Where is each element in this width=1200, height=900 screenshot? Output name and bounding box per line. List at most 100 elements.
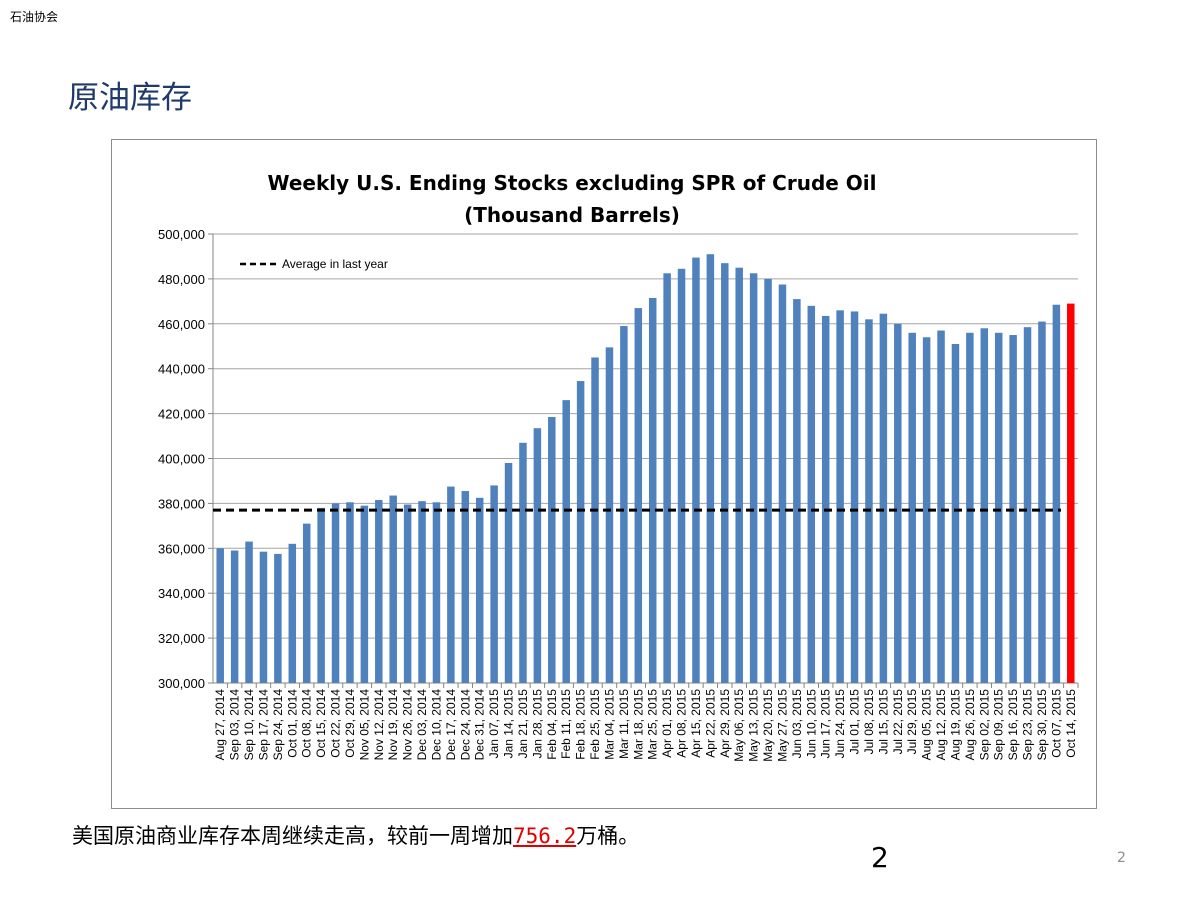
x-tick-label: Sep 03, 2014 bbox=[228, 689, 242, 761]
bar bbox=[562, 400, 570, 683]
x-tick-label: Jul 08, 2015 bbox=[862, 689, 876, 755]
bar-latest bbox=[1067, 303, 1075, 683]
y-tick-label: 480,000 bbox=[158, 272, 205, 287]
x-tick-label: Nov 19, 2014 bbox=[386, 689, 400, 761]
x-tick-label: Apr 22, 2015 bbox=[703, 689, 717, 758]
x-tick-label: Oct 29, 2014 bbox=[343, 689, 357, 758]
x-tick-label: Oct 07, 2015 bbox=[1049, 689, 1063, 758]
legend-average-label: Average in last year bbox=[282, 257, 388, 271]
slide-number-small: 2 bbox=[1117, 850, 1126, 866]
bar bbox=[706, 254, 715, 683]
x-tick-label: Jan 28, 2015 bbox=[530, 689, 544, 759]
y-tick-label: 420,000 bbox=[158, 407, 205, 422]
bar bbox=[922, 337, 931, 683]
x-tick-label: Nov 05, 2014 bbox=[357, 689, 371, 761]
x-tick-label: Jun 03, 2015 bbox=[790, 689, 804, 759]
y-tick-label: 360,000 bbox=[158, 541, 205, 556]
x-tick-label: Feb 18, 2015 bbox=[574, 689, 588, 760]
x-tick-label: Sep 30, 2015 bbox=[1035, 689, 1049, 761]
bar bbox=[432, 502, 441, 683]
slide-number-large: 2 bbox=[871, 841, 889, 874]
x-tick-label: Apr 08, 2015 bbox=[675, 689, 689, 758]
x-tick-label: Dec 03, 2014 bbox=[415, 689, 429, 761]
x-tick-label: Oct 15, 2014 bbox=[314, 689, 328, 758]
bar bbox=[764, 278, 772, 683]
x-tick-label: Sep 16, 2015 bbox=[1006, 689, 1020, 761]
bar bbox=[821, 315, 830, 683]
stocks-bar-chart: Weekly U.S. Ending Stocks excluding SPR … bbox=[158, 171, 1079, 762]
bar bbox=[360, 505, 369, 683]
chart-subtitle: (Thousand Barrels) bbox=[464, 203, 680, 227]
y-tick-label: 500,000 bbox=[158, 227, 205, 242]
x-tick-label: Jun 17, 2015 bbox=[819, 689, 833, 759]
y-tick-label: 380,000 bbox=[158, 496, 205, 511]
bar bbox=[648, 297, 657, 683]
y-tick-label: 440,000 bbox=[158, 362, 205, 377]
caption-text: 美国原油商业库存本周继续走高，较前一周增加 bbox=[72, 824, 513, 848]
bar bbox=[778, 284, 787, 683]
bar bbox=[317, 507, 325, 683]
bar bbox=[879, 313, 888, 683]
bar bbox=[836, 310, 844, 683]
x-tick-label: Dec 10, 2014 bbox=[429, 689, 443, 761]
x-tick-label: Apr 29, 2015 bbox=[718, 689, 732, 758]
x-tick-label: Aug 26, 2015 bbox=[963, 689, 977, 761]
x-tick-label: Mar 11, 2015 bbox=[617, 689, 631, 759]
x-tick-label: Jun 24, 2015 bbox=[833, 689, 847, 759]
bar bbox=[591, 357, 599, 683]
bar bbox=[274, 553, 282, 683]
x-tick-label: Oct 22, 2014 bbox=[329, 689, 343, 758]
x-tick-label: Oct 01, 2014 bbox=[285, 689, 299, 758]
bar bbox=[418, 501, 426, 683]
bar bbox=[475, 497, 484, 683]
bar bbox=[576, 381, 585, 683]
x-tick-label: Oct 08, 2014 bbox=[300, 689, 314, 758]
x-tick-label: Oct 14, 2015 bbox=[1064, 689, 1078, 758]
bar bbox=[692, 257, 700, 683]
x-tick-label: Apr 15, 2015 bbox=[689, 689, 703, 758]
caption-unit-text: 万桶。 bbox=[576, 824, 640, 848]
bar bbox=[533, 428, 542, 683]
x-tick-label: Jan 07, 2015 bbox=[487, 689, 501, 759]
x-tick-label: Sep 09, 2015 bbox=[992, 689, 1006, 761]
bar bbox=[331, 503, 340, 683]
bar bbox=[548, 416, 556, 683]
y-tick-label: 300,000 bbox=[158, 676, 205, 691]
bar bbox=[677, 268, 686, 683]
bar bbox=[850, 311, 859, 683]
x-tick-label: May 20, 2015 bbox=[761, 689, 775, 762]
x-tick-label: Mar 18, 2015 bbox=[631, 689, 645, 760]
x-tick-label: Dec 17, 2014 bbox=[444, 689, 458, 761]
bar bbox=[389, 495, 397, 683]
bar bbox=[403, 504, 412, 683]
bar bbox=[230, 550, 239, 683]
x-tick-label: Sep 23, 2015 bbox=[1021, 689, 1035, 761]
chart-frame: Weekly U.S. Ending Stocks excluding SPR … bbox=[111, 139, 1097, 809]
bar bbox=[980, 328, 989, 683]
x-tick-label: Mar 04, 2015 bbox=[602, 689, 616, 760]
x-tick-label: May 06, 2015 bbox=[732, 689, 746, 762]
x-tick-label: Sep 17, 2014 bbox=[256, 689, 270, 761]
bar bbox=[663, 273, 671, 683]
bar bbox=[1023, 327, 1032, 683]
y-tick-label: 340,000 bbox=[158, 586, 205, 601]
x-tick-label: Aug 27, 2014 bbox=[213, 689, 227, 761]
bar bbox=[302, 523, 311, 683]
x-tick-label: Sep 10, 2014 bbox=[242, 689, 256, 761]
x-tick-label: Apr 01, 2015 bbox=[660, 689, 674, 758]
bar bbox=[620, 326, 628, 683]
x-tick-label: May 27, 2015 bbox=[775, 689, 789, 762]
x-tick-label: Aug 12, 2015 bbox=[934, 689, 948, 761]
bar bbox=[865, 319, 873, 683]
bar bbox=[1052, 304, 1061, 683]
bar bbox=[735, 267, 743, 683]
x-tick-label: Nov 26, 2014 bbox=[401, 689, 415, 761]
caption: 美国原油商业库存本周继续走高，较前一周增加756.2万桶。 bbox=[72, 820, 639, 850]
bar bbox=[216, 548, 224, 683]
bar bbox=[966, 332, 974, 683]
x-tick-label: Jul 22, 2015 bbox=[891, 689, 905, 755]
bar bbox=[259, 551, 268, 683]
bar bbox=[605, 347, 614, 683]
bar bbox=[519, 442, 527, 683]
bar bbox=[375, 500, 383, 683]
